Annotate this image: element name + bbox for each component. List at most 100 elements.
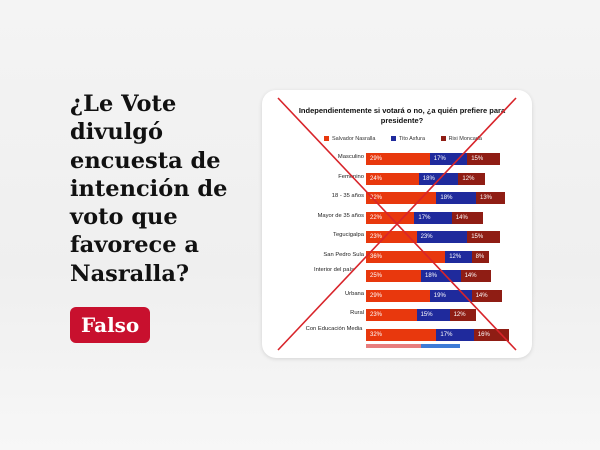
bar-segment: 14% [471,289,503,302]
bar-segment: 16% [473,328,509,341]
bar-value-label: 8% [475,253,485,260]
bar-value-label: 13% [479,195,492,201]
row-label: Interior del país [314,267,354,273]
headline: ¿Le Vote divulgó encuesta de intención d… [70,91,228,287]
poll-row: San Pedro Sula 36% 12% 8% [262,248,532,268]
bar-segment: 8% [471,250,490,263]
stacked-bar: 29% 17% 15% [366,153,501,165]
bar-segment: 18% [436,192,476,204]
bar-segment: 23% [366,231,417,243]
stacked-bar: 24% 18% 12% [366,172,485,185]
row-label: Masculino [337,154,364,160]
row-label: 18 - 35 años [331,193,364,199]
bar-value-label: 18% [440,195,453,201]
poll-row: 18 - 35 años 32% 18% 13% [262,189,532,209]
bar-segment: 15% [416,309,450,321]
bar-value-label: 15% [471,234,484,240]
poll-row: Mayor de 35 años 22% 17% 14% [262,209,532,229]
bar-segment: 17% [414,211,452,224]
bar-segment: 14% [460,270,492,282]
bar-value-label: 29% [370,156,383,162]
row-label: Tegucigalpa [333,232,364,238]
bar-value-label: 17% [433,156,446,162]
poll-row: Masculino 29% 17% 15% [262,150,532,170]
poll-title: Independientemente si votará o no, ¿a qu… [298,106,506,125]
bar-value-label: 23% [370,312,383,318]
bar-value-label: 14% [475,292,488,299]
bar-value-label: 15% [471,156,484,162]
stacked-bar: 23% 23% 15% [366,231,501,243]
poll-legend: Salvador Nasralla Tito Asfura Rixi Monca… [324,136,496,142]
bar-value-label: 12% [462,175,475,182]
bar-segment: 12% [445,250,472,263]
cut-off-bar [366,344,460,348]
bar-segment: 36% [366,250,446,263]
poll-row: Rural 23% 15% 12% [262,306,532,326]
poll-row: Femenino 24% 18% 12% [262,170,532,190]
poll-rows: Masculino 29% 17% 15% Femenino 24% 18% 12% 18 - … [262,150,532,345]
row-label: Femenino [338,173,364,180]
bar-segment: 23% [366,309,417,321]
legend-swatch [390,136,396,142]
bar-value-label: 29% [370,292,383,299]
bar-value-label: 15% [420,312,433,318]
bar-value-label: 12% [453,312,466,318]
bar-segment: 12% [458,172,485,185]
bar-segment: 15% [467,231,501,243]
bar-value-label: 23% [370,234,383,240]
stacked-bar: 36% 12% 8% [366,250,490,263]
bar-segment: 19% [429,289,472,302]
bar-segment: 29% [366,153,430,165]
poll-row: Con Educación Media 32% 17% 16% [262,326,532,346]
row-label: Urbana [344,290,364,297]
row-label: Rural [350,310,364,316]
bar-segment: 22% [366,211,415,224]
bar-value-label: 32% [370,195,383,201]
bar-value-label: 18% [425,273,438,279]
bar-segment: 32% [366,328,437,341]
bar-segment: 32% [366,192,437,204]
bar-segment: 12% [449,309,476,321]
bar-segment: 17% [429,153,468,165]
bar-value-label: 25% [370,273,383,279]
row-label: San Pedro Sula [323,251,364,258]
legend-swatch [324,136,329,142]
bar-value-label: 22% [370,214,383,221]
verdict-badge: Falso [70,307,151,343]
legend-label: Rixi Moncada [448,136,482,142]
bar-segment: 17% [436,328,474,341]
poll-row: Urbana 29% 19% 14% [262,287,532,307]
legend-item-asfura: Tito Asfura [390,136,426,142]
poll-row: Interior del país 25% 18% 14% [262,267,532,287]
bar-value-label: 16% [477,331,490,338]
bar-segment: 25% [366,270,421,282]
bar-segment: 23% [416,231,468,243]
bar-value-label: 24% [370,175,383,182]
legend-label: Tito Asfura [398,136,426,142]
legend-swatch [440,136,446,142]
bar-segment: 24% [366,172,419,185]
legend-label: Salvador Nasralla [332,136,376,142]
bar-value-label: 14% [464,273,477,279]
bar-value-label: 19% [433,292,446,299]
stacked-bar: 23% 15% 12% [366,309,476,321]
stacked-bar: 25% 18% 14% [366,270,492,282]
bar-segment: 29% [366,289,430,302]
bar-value-label: 14% [455,214,468,221]
bar-value-label: 32% [370,331,383,338]
bar-segment: 18% [421,270,461,282]
bar-segment: 18% [418,172,459,185]
poll-row: Tegucigalpa 23% 23% 15% [262,228,532,248]
bar-segment: 14% [451,211,483,224]
bar-value-label: 17% [418,214,431,221]
stacked-bar: 32% 18% 13% [366,192,505,204]
poll-image-card: Independientemente si votará o no, ¿a qu… [262,90,532,358]
bar-value-label: 18% [422,175,435,182]
bar-segment: 13% [475,192,505,204]
bar-segment: 15% [467,153,501,165]
legend-item-nasralla: Salvador Nasralla [324,136,375,142]
bar-value-label: 23% [420,234,433,240]
stacked-bar: 29% 19% 14% [366,289,503,302]
row-label: Con Educación Media [305,325,363,332]
legend-item-moncada: Rixi Moncada [440,136,482,142]
